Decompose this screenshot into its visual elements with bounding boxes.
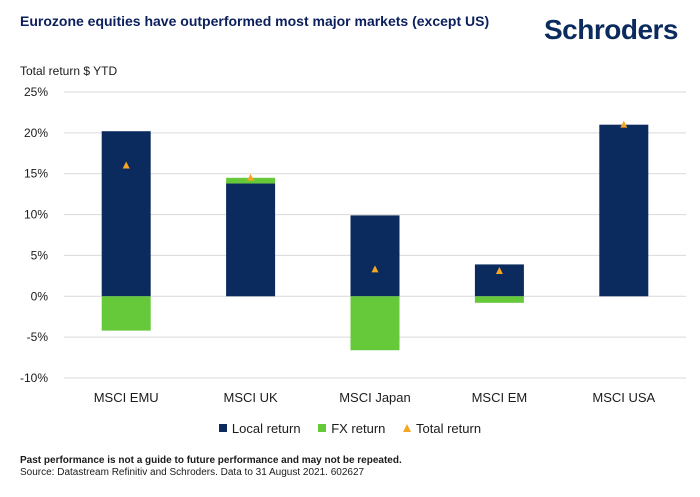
source-note: Source: Datastream Refinitiv and Schrode… bbox=[20, 467, 365, 478]
x-tick-label: MSCI USA bbox=[592, 390, 655, 405]
x-tick-label: MSCI EM bbox=[472, 390, 528, 405]
legend-label-local: Local return bbox=[231, 421, 301, 436]
disclaimer: Past performance is not a guide to futur… bbox=[20, 455, 402, 466]
legend-item-local: Local return bbox=[218, 421, 301, 436]
marker-total-return bbox=[495, 266, 503, 274]
x-tick-label: MSCI Japan bbox=[339, 390, 411, 405]
marker-total-return bbox=[620, 120, 628, 128]
chart-title: Eurozone equities have outperformed most… bbox=[20, 13, 490, 29]
x-tick-label: MSCI UK bbox=[224, 390, 279, 405]
legend-swatch-fx bbox=[318, 424, 327, 432]
y-tick-label: -5% bbox=[27, 330, 49, 344]
legend-label-total: Total return bbox=[416, 421, 482, 436]
y-axis-label: Total return $ YTD bbox=[20, 64, 118, 78]
bar-fx-return bbox=[474, 296, 524, 303]
legend-item-fx: FX return bbox=[318, 421, 385, 436]
bar-local-return bbox=[226, 183, 276, 297]
bar-local-return bbox=[350, 215, 400, 297]
bar-fx-return bbox=[350, 296, 400, 351]
y-tick-label: 10% bbox=[24, 208, 48, 222]
legend: Local return FX return Total return bbox=[0, 421, 700, 436]
legend-triangle-icon bbox=[403, 424, 412, 432]
bar-local-return bbox=[101, 131, 151, 297]
legend-item-total: Total return bbox=[403, 421, 481, 436]
schroders-logo: Schroders bbox=[544, 14, 679, 45]
y-tick-label: 5% bbox=[31, 248, 49, 262]
bar-local-return bbox=[599, 124, 649, 297]
legend-swatch-local bbox=[218, 424, 227, 432]
x-tick-label: MSCI EMU bbox=[94, 390, 159, 405]
y-tick-label: 20% bbox=[24, 126, 48, 140]
marker-total-return bbox=[371, 265, 379, 273]
y-tick-label: 0% bbox=[31, 289, 49, 303]
marker-total-return bbox=[122, 161, 130, 169]
marker-total-return bbox=[247, 173, 255, 181]
legend-label-fx: FX return bbox=[331, 421, 386, 436]
y-tick-label: 25% bbox=[24, 85, 48, 99]
y-tick-label: 15% bbox=[24, 167, 48, 181]
y-tick-label: -10% bbox=[20, 371, 48, 385]
bar-fx-return bbox=[101, 296, 151, 331]
